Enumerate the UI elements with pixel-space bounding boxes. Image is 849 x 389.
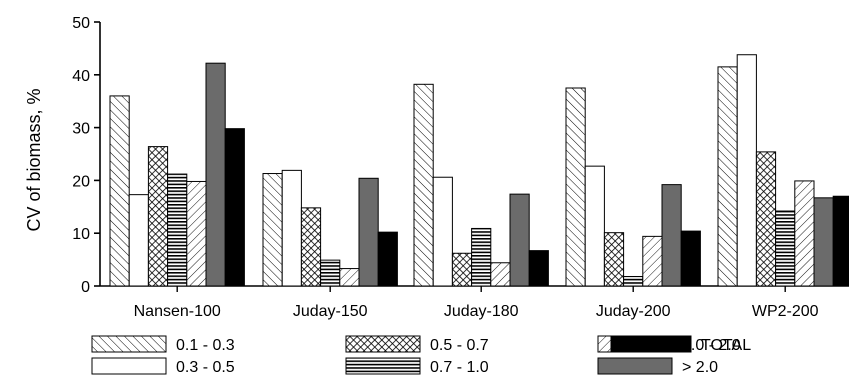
category-label: Juday-200 xyxy=(596,303,671,320)
legend-swatch xyxy=(91,335,167,353)
legend-label: 0.1 - 0.3 xyxy=(176,337,235,354)
bar xyxy=(339,268,360,287)
legend-label: 0.3 - 0.5 xyxy=(176,359,235,376)
bar xyxy=(509,193,530,287)
bar xyxy=(186,180,207,287)
legend-label: 1.0 - 2.0 xyxy=(682,337,741,354)
bar xyxy=(584,165,605,287)
bar xyxy=(300,207,322,287)
bar xyxy=(358,177,379,287)
legend-swatch xyxy=(91,357,167,375)
bar xyxy=(623,275,644,287)
bar xyxy=(755,151,777,287)
y-ticks: 0 10 20 30 40 50 xyxy=(72,15,100,296)
bar xyxy=(528,250,549,287)
legend-swatch xyxy=(597,357,673,375)
y-tick-label: 0 xyxy=(81,279,90,296)
bar xyxy=(432,176,453,287)
legend-label: 0.7 - 1.0 xyxy=(430,359,489,376)
bar xyxy=(680,230,701,287)
y-tick-label: 10 xyxy=(72,226,90,243)
bar xyxy=(736,54,757,287)
bar xyxy=(128,194,149,287)
bar xyxy=(281,169,302,287)
bar xyxy=(147,146,169,287)
legend: 0.1 - 0.3 0.3 - 0.5 0.5 - 0.7 0.7 - 1.0 1.0 … xyxy=(91,335,751,376)
y-tick-label: 40 xyxy=(72,68,90,85)
legend-label: 0.5 - 0.7 xyxy=(430,337,489,354)
bar xyxy=(224,128,245,287)
legend-swatch xyxy=(345,357,421,375)
legend-swatch xyxy=(610,335,692,353)
bar xyxy=(775,210,796,287)
bar xyxy=(451,252,473,287)
bar xyxy=(642,235,663,287)
legend-label: TOTAL xyxy=(701,337,751,354)
category-label: Juday-180 xyxy=(444,303,519,320)
bar xyxy=(661,184,682,287)
bar xyxy=(490,262,511,287)
bar xyxy=(262,173,283,287)
category-label: Nansen-100 xyxy=(134,303,221,320)
bar xyxy=(320,259,341,287)
legend-label: > 2.0 xyxy=(682,359,718,376)
y-axis-title: CV of biomass, % xyxy=(24,88,44,231)
bar xyxy=(167,173,188,287)
bar xyxy=(205,62,226,287)
y-tick-label: 30 xyxy=(72,121,90,138)
bar xyxy=(813,197,834,287)
bar xyxy=(413,83,434,287)
bars xyxy=(109,54,849,287)
category-label: Juday-150 xyxy=(293,303,368,320)
bar xyxy=(603,232,625,287)
y-tick-label: 20 xyxy=(72,173,90,190)
bar xyxy=(794,180,815,287)
y-tick-label: 50 xyxy=(72,15,90,32)
bar xyxy=(832,195,849,287)
bar xyxy=(471,227,492,287)
legend-swatch xyxy=(345,335,421,353)
bar xyxy=(109,95,130,287)
bar xyxy=(717,66,738,287)
bar xyxy=(377,231,398,287)
category-labels: Nansen-100 Juday-150 Juday-180 Juday-200 WP2… xyxy=(134,286,819,320)
bar xyxy=(565,87,586,287)
category-label: WP2-200 xyxy=(752,303,819,320)
